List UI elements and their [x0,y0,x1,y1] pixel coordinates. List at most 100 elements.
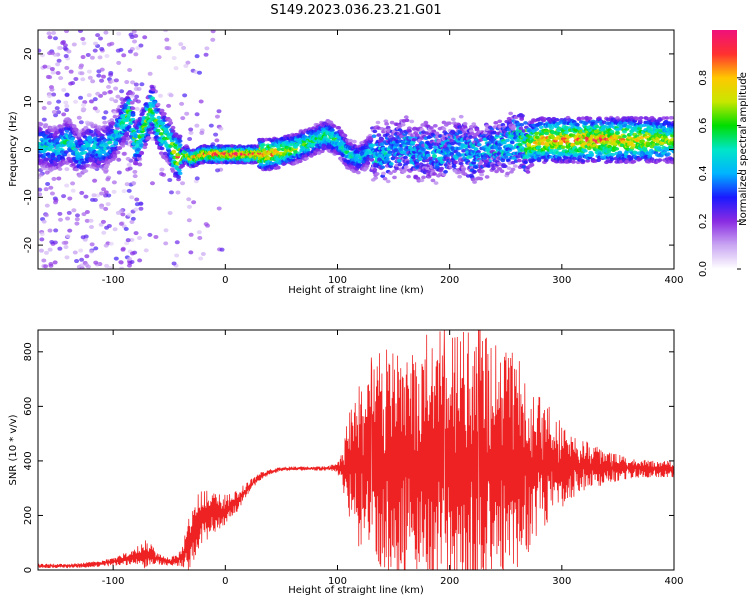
spectrogram-cell [103,30,109,35]
spectrogram-cell [49,87,55,92]
spectrogram-cell [78,248,84,253]
spectrogram-cell [95,91,101,96]
spectrogram-cell [575,141,580,146]
spectrogram-cell [577,155,583,159]
spectrogram-cell [155,128,161,133]
spectrogram-cell [449,138,455,143]
spectrogram-cell [373,162,379,167]
spectrogram-cell [371,134,377,138]
spectrogram-cell [52,36,58,41]
spectrogram-cell [63,245,69,250]
spectrogram-cell [171,149,177,154]
spectrogram-cell [118,260,124,265]
spectrogram-cell [538,121,544,126]
spectrogram-cell [315,148,321,152]
spectrogram-cell [385,125,391,130]
spectrogram-cell [609,129,615,134]
spectrogram-cell [79,257,85,262]
spectrogram-cell [617,150,623,155]
spectrogram-cell [158,132,164,136]
spectrogram-cell [71,208,77,213]
spectrogram-cell [180,163,185,168]
spectrogram-cell [458,130,463,135]
spectrogram-cell [538,125,544,130]
spectrogram-cell [85,52,91,57]
spectrogram-cell [41,105,47,110]
spectrogram-cell [66,49,72,54]
spectrogram-cell [59,131,65,136]
spectrogram-cell [46,31,52,36]
spectrogram-cell [157,93,163,98]
spectrogram-cell [542,117,547,121]
spectrogram-cell [197,70,203,75]
spectrogram-cell [42,64,48,69]
spectrogram-cell [182,93,188,98]
spectrogram-cell [64,104,70,109]
spectrogram-cell [155,102,161,107]
spectrogram-cell [130,113,136,117]
spectrogram-cell [52,260,58,265]
spectrogram-cell [58,76,64,81]
spectrogram-cell [131,30,137,34]
spectrogram-cell [65,216,71,221]
spectrogram-cell [517,142,523,147]
spectrogram-cell [126,188,132,193]
spectrogram-cell [92,106,98,111]
spectrogram-cell [43,264,49,269]
spectrogram-cell [99,78,105,83]
spectrogram-cell [441,127,447,131]
spectrogram-cell [480,169,485,173]
spectrogram-cell [95,33,101,38]
spectrogram-cell [300,145,306,150]
spectrogram-cell [260,143,266,147]
spectrogram-cell [133,207,139,212]
spectrogram-cell [177,134,183,139]
spectrogram-cell [131,181,137,186]
spectrogram-cell [473,147,479,151]
spectrogram-cell [177,143,183,147]
spectrogram-cell [78,120,84,125]
spectrogram-cell [71,124,77,128]
spectrogram-cell [91,193,97,198]
spectrogram-cell [56,58,62,63]
spectrogram-cell [83,194,89,199]
spectrogram-cell [41,258,47,263]
spectrogram-cell [380,174,386,178]
spectrogram-cell [98,222,104,227]
spectrogram-cell [432,145,438,150]
spectrogram-cell [297,159,303,164]
spectrogram-cell [69,139,75,144]
spectrogram-cell [97,36,103,41]
spectrogram-cell [161,172,167,177]
spectrogram-cell [79,190,85,195]
spectrogram-cell [352,139,357,144]
spectrogram-cell [61,240,67,245]
spectrogram-cell [51,92,57,97]
spectrogram-cell [505,158,511,163]
spectrogram-cell [142,145,148,150]
spectrogram-cell [610,152,616,157]
spectrogram-cell [529,162,535,167]
spectrogram-cell [121,189,127,194]
spectrogram-cell [322,135,328,140]
spectrogram-cell [200,251,206,256]
spectrogram-cell [65,234,71,239]
spectrogram-cell [151,87,156,92]
spectrogram-cell [84,218,90,223]
spectrogram-cell [116,170,122,175]
spectrogram-cell [125,167,131,172]
spectrogram-cell [89,55,95,60]
spectrogram-cell [171,261,177,266]
spectrogram-cell [47,94,53,99]
spectrogram-cell [305,148,311,152]
spectrogram-cell [194,112,200,117]
spectrogram-cell [135,99,141,104]
spectrogram-cell [80,55,86,60]
spectrogram-cell [132,174,138,179]
spectrogram-cell [276,147,282,151]
spectrogram-cell [204,46,210,51]
spectrogram-cell [170,125,176,130]
spectrogram-cell [609,157,615,162]
spectrogram-cell [109,118,115,122]
spectrogram-cell [101,74,107,79]
